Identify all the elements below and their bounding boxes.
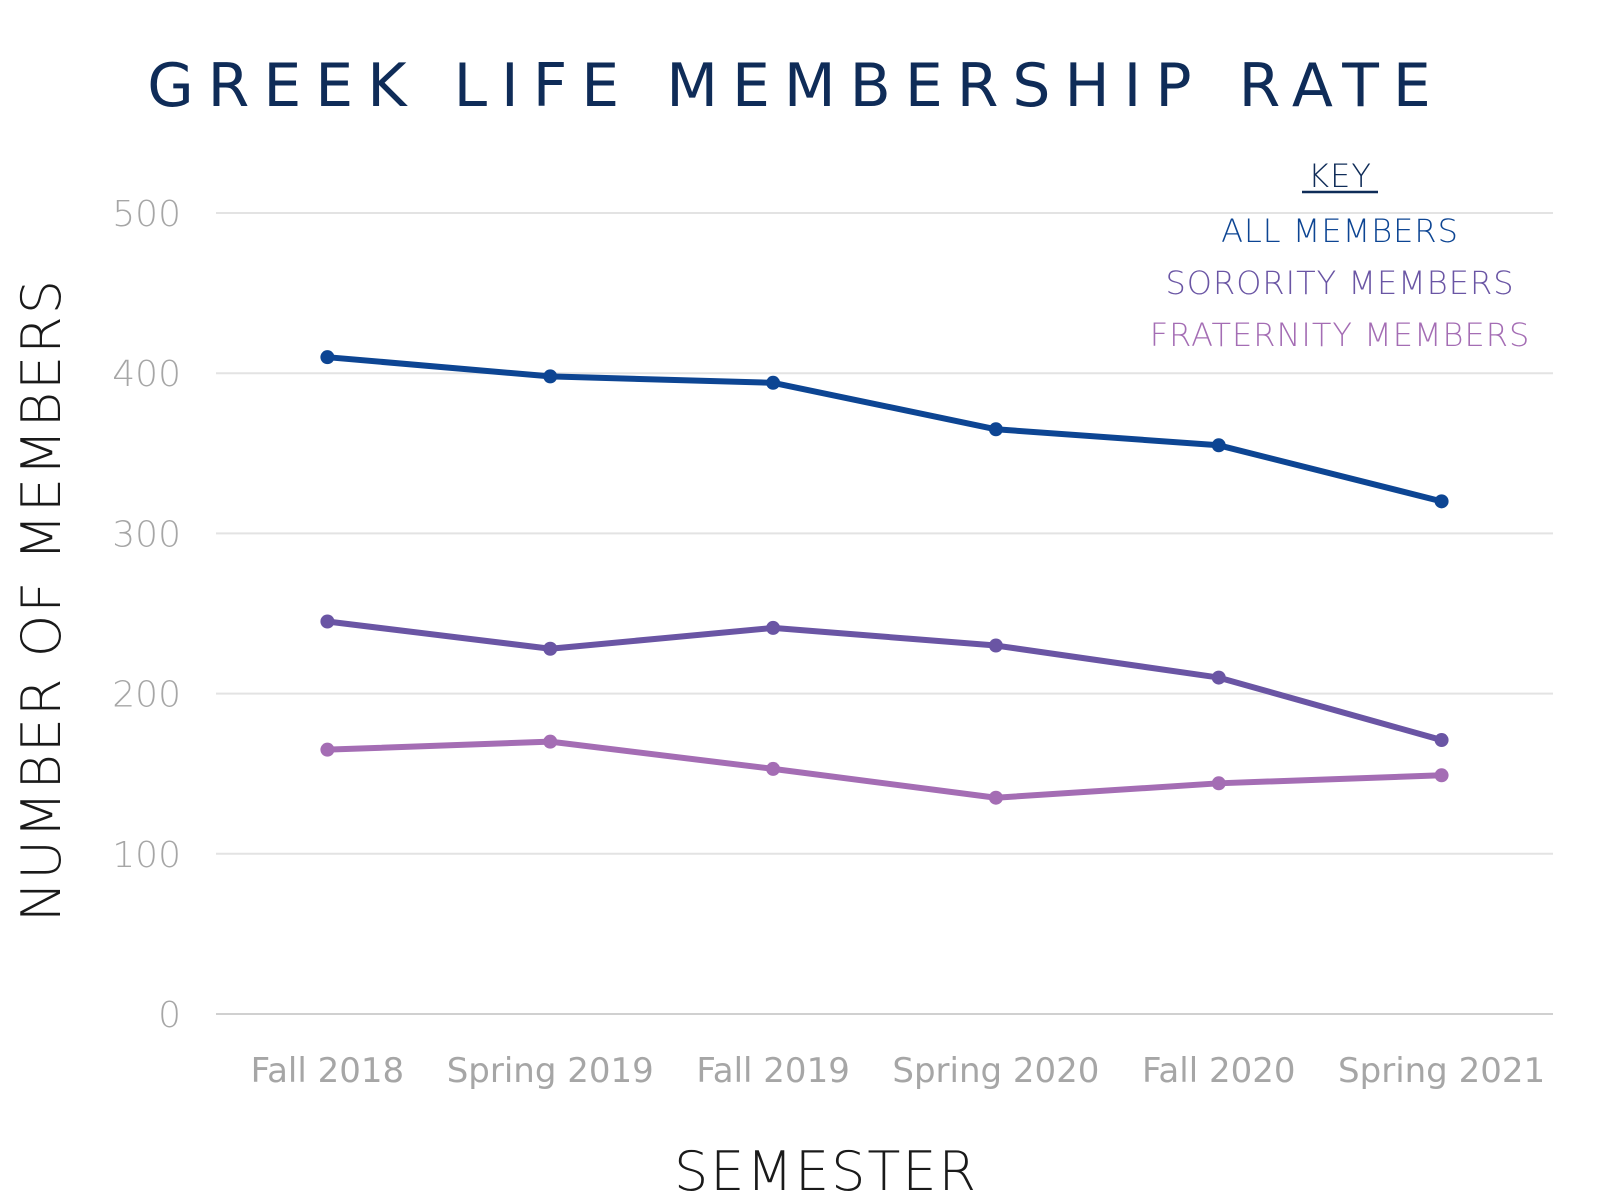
series-all-members: [320, 350, 1449, 509]
x-axis-ticks: Fall 2018 Spring 2019 Fall 2019 Spring 2020…: [251, 1051, 1545, 1091]
series-line: [324, 354, 1445, 505]
data-point: [543, 369, 558, 384]
x-tick-label: Spring 2021: [1338, 1051, 1545, 1091]
data-point: [1211, 670, 1226, 685]
series-line: [324, 738, 1445, 801]
legend: KEY ALL MEMBERS SORORITY MEMBERS FRATERNIT…: [1150, 157, 1531, 354]
data-point: [988, 422, 1003, 437]
data-point: [320, 742, 335, 757]
legend-item: ALL MEMBERS: [1221, 212, 1459, 250]
data-point: [988, 790, 1003, 805]
series-sorority-members: [320, 614, 1449, 748]
y-tick-label: 500: [112, 194, 181, 235]
y-tick-label: 200: [112, 675, 181, 716]
y-tick-label: 400: [112, 354, 181, 395]
y-axis-ticks: 0 100 200 300 400 500: [112, 194, 181, 1036]
gridlines: [216, 212, 1553, 1015]
data-point: [1434, 733, 1449, 748]
x-tick-label: Fall 2020: [1142, 1051, 1296, 1091]
data-point: [320, 614, 335, 629]
data-point: [1211, 776, 1226, 791]
x-tick-label: Spring 2019: [447, 1051, 654, 1091]
series-fraternity-members: [320, 734, 1449, 805]
data-point: [766, 620, 781, 635]
y-tick-label: 0: [158, 995, 181, 1036]
legend-item: SORORITY MEMBERS: [1165, 264, 1514, 302]
series-line: [324, 618, 1445, 744]
data-point: [988, 638, 1003, 653]
y-tick-label: 300: [112, 514, 181, 555]
x-tick-label: Fall 2019: [696, 1051, 850, 1091]
y-tick-label: 100: [112, 835, 181, 876]
x-tick-label: Fall 2018: [251, 1051, 405, 1091]
x-tick-label: Spring 2020: [892, 1051, 1099, 1091]
x-axis-title: SEMESTER: [674, 1140, 978, 1200]
data-point: [320, 350, 335, 365]
chart-title: GREEK LIFE MEMBERSHIP RATE: [147, 51, 1445, 121]
y-axis-title: NUMBER OF MEMBERS: [10, 278, 73, 922]
legend-title: KEY: [1308, 157, 1372, 195]
data-point: [1434, 768, 1449, 783]
data-point: [1211, 438, 1226, 453]
data-point: [543, 641, 558, 656]
legend-item: FRATERNITY MEMBERS: [1150, 316, 1531, 354]
legend-items: ALL MEMBERS SORORITY MEMBERS FRATERNITY ME…: [1150, 212, 1531, 354]
data-point: [543, 734, 558, 749]
data-point: [766, 375, 781, 390]
data-point: [766, 761, 781, 776]
data-point: [1434, 494, 1449, 509]
series-layer: [320, 350, 1449, 805]
